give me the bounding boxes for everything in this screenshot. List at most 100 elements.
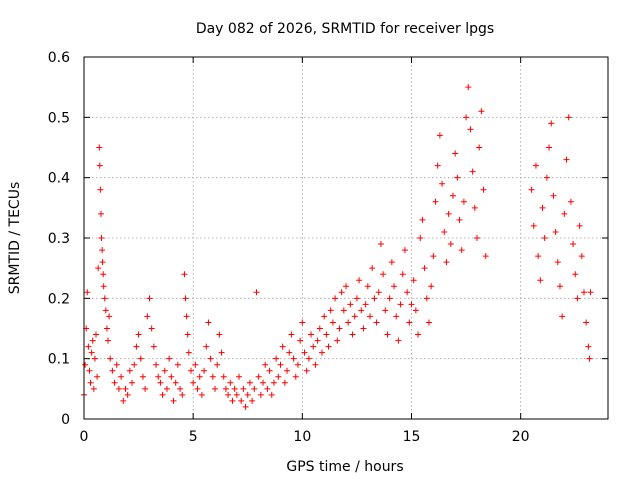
data-point: [168, 373, 175, 380]
x-tick-label: 10: [293, 429, 311, 445]
data-point: [585, 343, 592, 350]
data-point: [96, 144, 103, 151]
data-point: [109, 367, 116, 374]
data-point: [236, 373, 243, 380]
data-point: [360, 325, 367, 332]
x-tick-label: 0: [80, 429, 89, 445]
data-point: [471, 204, 478, 211]
data-point: [89, 337, 96, 344]
data-point: [377, 241, 384, 248]
data-point: [86, 367, 93, 374]
data-point: [91, 355, 98, 362]
data-point: [255, 373, 262, 380]
data-point: [107, 355, 114, 362]
data-point: [207, 355, 214, 362]
data-point: [174, 361, 181, 368]
data-point: [260, 379, 267, 386]
data-point: [452, 150, 459, 157]
data-point: [430, 253, 437, 260]
x-tick-label: 15: [403, 429, 421, 445]
y-tick-label: 0.4: [48, 171, 70, 187]
data-point: [415, 331, 422, 338]
data-point: [386, 295, 393, 302]
data-point: [425, 319, 432, 326]
data-point: [384, 331, 391, 338]
y-tick-label: 0.2: [48, 291, 70, 307]
data-point: [318, 349, 325, 356]
data-point: [122, 385, 129, 392]
data-point: [358, 307, 365, 314]
data-point: [266, 367, 273, 374]
data-point: [194, 385, 201, 392]
data-point: [90, 385, 97, 392]
data-point: [447, 241, 454, 248]
data-point: [567, 198, 574, 205]
data-point: [170, 397, 177, 404]
data-point: [308, 331, 315, 338]
data-point: [264, 385, 271, 392]
data-point: [95, 265, 102, 272]
data-point: [587, 289, 594, 296]
data-point: [397, 301, 404, 308]
data-point: [548, 120, 555, 127]
data-point: [565, 114, 572, 121]
data-point: [347, 301, 354, 308]
x-axis-label: GPS time / hours: [286, 459, 403, 475]
data-point: [142, 385, 149, 392]
data-point: [124, 391, 131, 398]
data-point: [314, 337, 321, 344]
data-point: [220, 373, 227, 380]
data-point: [310, 343, 317, 350]
data-point: [371, 295, 378, 302]
data-point: [244, 391, 251, 398]
data-point: [421, 265, 428, 272]
data-point: [100, 283, 107, 290]
data-point: [539, 204, 546, 211]
data-point: [543, 174, 550, 181]
data-point: [144, 313, 151, 320]
data-point: [222, 385, 229, 392]
data-point: [325, 343, 332, 350]
data-point: [364, 283, 371, 290]
data-point: [382, 307, 389, 314]
data-point: [332, 295, 339, 302]
data-point: [570, 241, 577, 248]
data-point: [556, 283, 563, 290]
data-point: [583, 319, 590, 326]
x-tick-label: 5: [189, 429, 198, 445]
data-point: [218, 349, 225, 356]
data-point: [198, 391, 205, 398]
data-point: [408, 301, 415, 308]
data-point: [85, 343, 92, 350]
data-point: [465, 84, 472, 91]
data-point: [161, 367, 168, 374]
data-point: [181, 271, 188, 278]
data-point: [343, 283, 349, 290]
data-point: [240, 385, 247, 392]
data-point: [131, 361, 138, 368]
data-point: [257, 391, 264, 398]
data-point: [233, 391, 240, 398]
data-point: [334, 337, 341, 344]
data-point: [480, 186, 487, 193]
data-point: [288, 331, 295, 338]
data-point: [441, 228, 448, 235]
data-point: [102, 307, 109, 314]
data-point: [279, 343, 286, 350]
data-point: [262, 361, 269, 368]
data-point: [423, 295, 430, 302]
data-point: [299, 319, 306, 326]
data-point: [401, 247, 408, 254]
data-point: [305, 355, 312, 362]
data-point: [111, 379, 118, 386]
data-point: [82, 361, 89, 368]
data-point: [205, 319, 212, 326]
data-point: [578, 253, 585, 260]
data-point: [286, 349, 293, 356]
data-point: [99, 247, 106, 254]
data-point: [375, 289, 382, 296]
data-point: [327, 307, 334, 314]
data-point: [323, 331, 330, 338]
data-point: [182, 295, 189, 302]
data-point: [84, 289, 91, 296]
